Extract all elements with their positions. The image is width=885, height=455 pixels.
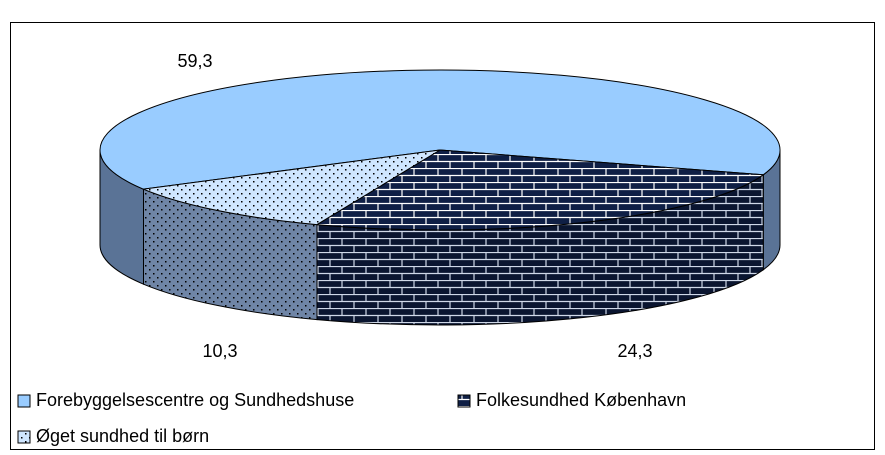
data-label: 10,3 — [202, 341, 237, 361]
legend-swatch — [17, 430, 31, 444]
slice — [141, 149, 441, 226]
legend-label: Folkesundhed København — [476, 390, 686, 410]
data-label: 59,3 — [177, 51, 212, 71]
legend-label: Forebyggelsescentre og Sundhedshuse — [36, 390, 354, 410]
legend-label: Øget sundhed til børn — [36, 426, 209, 446]
data-label: 24,3 — [617, 341, 652, 361]
slice — [315, 149, 765, 231]
slice — [99, 69, 781, 190]
legend-swatch — [17, 394, 31, 408]
legend-swatch — [457, 394, 471, 408]
